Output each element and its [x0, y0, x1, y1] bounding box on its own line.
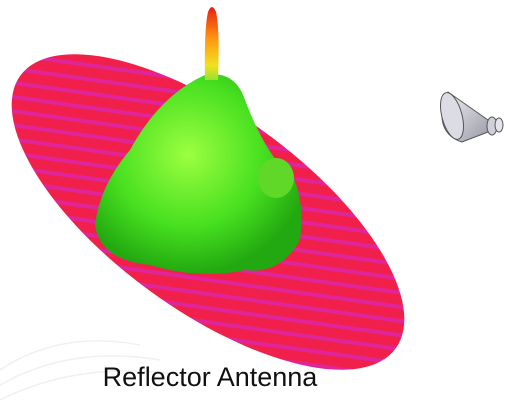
feed-horn	[436, 90, 503, 142]
antenna-render	[0, 0, 505, 408]
page: Reflector Antenna (() => { const data = …	[0, 0, 505, 408]
caption: Reflector Antenna	[0, 362, 420, 393]
main-lobe	[205, 7, 219, 80]
side-lobe	[258, 158, 294, 198]
